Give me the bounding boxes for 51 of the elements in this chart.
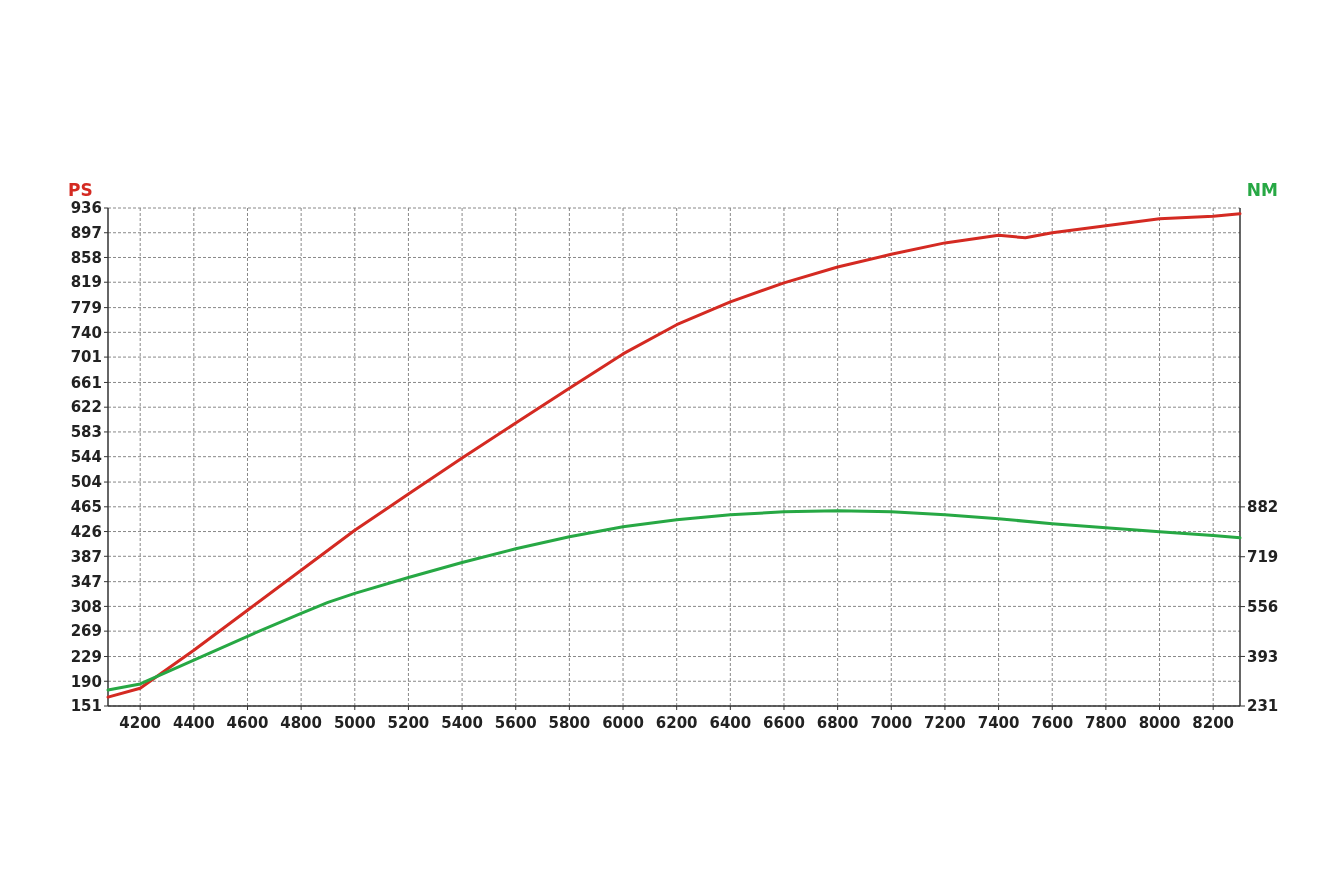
y-tick-label: 308 xyxy=(70,597,102,616)
y-tick-label: 897 xyxy=(70,223,102,242)
y2-tick-label: 393 xyxy=(1247,647,1279,666)
x-tick-label: 4200 xyxy=(119,714,162,732)
x-tick-label: 5600 xyxy=(494,714,537,732)
x-tick-label: 6600 xyxy=(763,714,805,732)
y-tick-label: 740 xyxy=(70,323,102,342)
y2-tick-label: 231 xyxy=(1247,697,1279,716)
y-tick-label: 465 xyxy=(70,498,102,517)
x-tick-label: 7600 xyxy=(1031,714,1074,732)
x-tick-label: 4800 xyxy=(280,714,323,732)
x-tick-label: 4600 xyxy=(226,714,269,732)
x-tick-label: 6200 xyxy=(655,714,698,732)
x-tick-label: 6400 xyxy=(709,714,752,732)
y-tick-label: 347 xyxy=(70,572,102,591)
x-tick-label: 7800 xyxy=(1085,714,1127,732)
x-tick-label: 8200 xyxy=(1192,714,1235,732)
y2-tick-label: 719 xyxy=(1247,547,1279,566)
y-tick-label: 387 xyxy=(70,547,102,566)
y-tick-label: 936 xyxy=(70,199,102,218)
y-tick-label: 190 xyxy=(70,672,102,691)
y-tick-label: 701 xyxy=(70,348,102,367)
y2-tick-label: 556 xyxy=(1247,597,1279,616)
y-tick-label: 504 xyxy=(70,473,102,492)
x-tick-label: 4400 xyxy=(172,714,215,732)
x-tick-label: 7000 xyxy=(870,714,913,732)
y-tick-label: 229 xyxy=(70,647,102,666)
x-tick-label: 8000 xyxy=(1138,714,1181,732)
y2-axis-title: NM xyxy=(1246,180,1278,200)
y-tick-label: 426 xyxy=(70,522,102,541)
y-tick-label: 583 xyxy=(70,423,102,442)
y-tick-label: 779 xyxy=(70,298,102,317)
x-tick-label: 6000 xyxy=(602,714,644,732)
x-tick-label: 5800 xyxy=(548,714,591,732)
y-tick-label: 544 xyxy=(70,447,102,466)
y2-tick-label: 882 xyxy=(1247,498,1279,517)
line-series xyxy=(106,509,1242,692)
x-tick-label: 7200 xyxy=(924,714,966,732)
y-tick-label: 151 xyxy=(70,697,102,716)
y-tick-label: 269 xyxy=(70,622,102,641)
x-tick-label: 5000 xyxy=(333,714,376,732)
x-tick-label: 6800 xyxy=(816,714,859,732)
x-tick-label: 5400 xyxy=(441,714,483,732)
line-series xyxy=(106,212,1242,699)
y-tick-label: 819 xyxy=(70,273,102,292)
y-tick-label: 622 xyxy=(70,398,102,417)
x-tick-label: 7400 xyxy=(977,714,1020,732)
y-tick-label: 858 xyxy=(70,248,102,267)
x-tick-label: 5200 xyxy=(387,714,430,732)
y-tick-label: 661 xyxy=(70,373,102,392)
y-axis-title: PS xyxy=(68,180,93,200)
